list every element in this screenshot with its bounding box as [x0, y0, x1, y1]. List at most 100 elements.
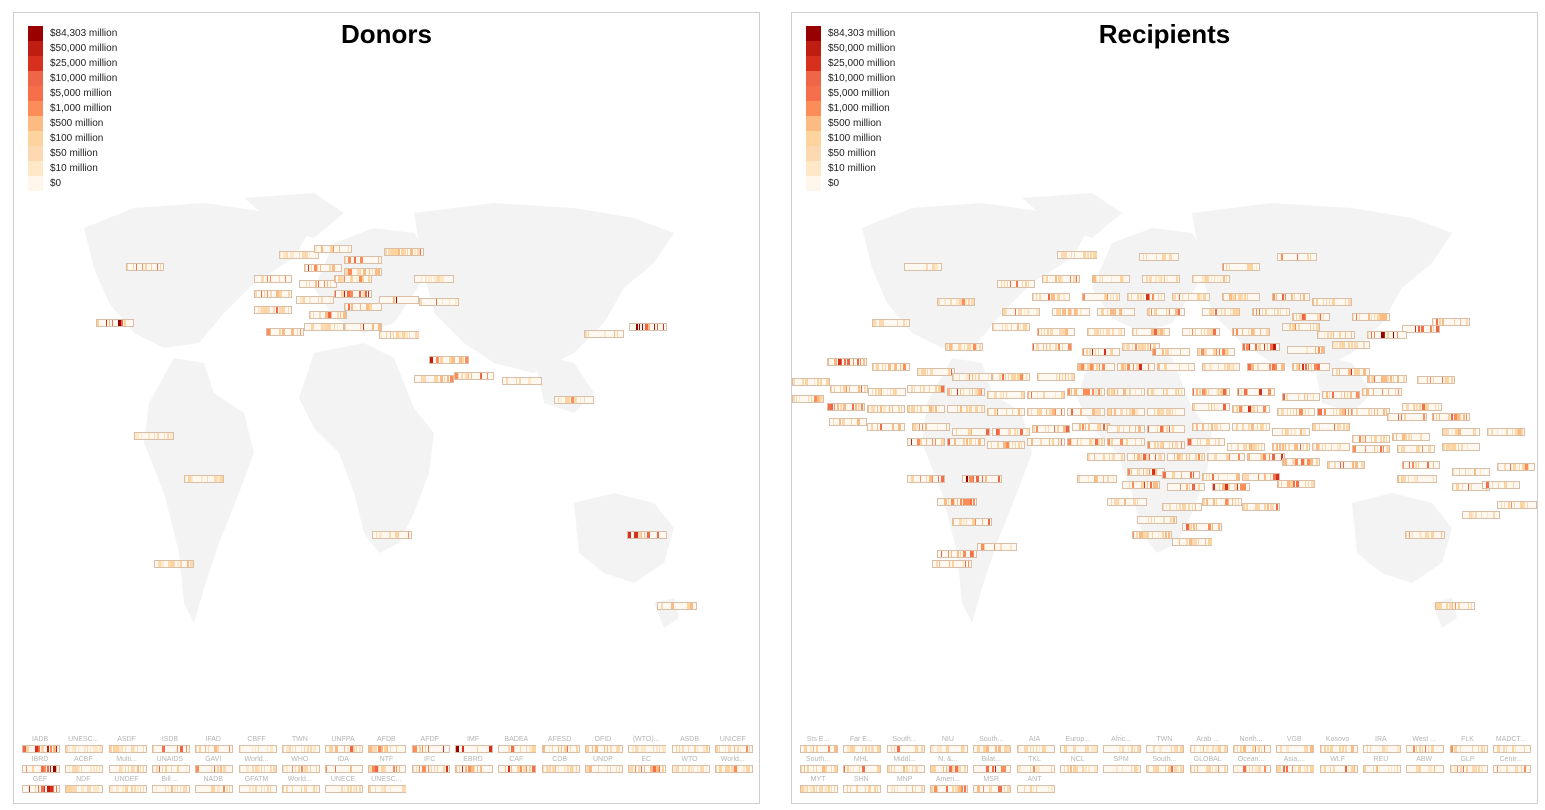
- country-timeline-tile[interactable]: [1402, 403, 1442, 411]
- country-timeline-tile[interactable]: [1417, 376, 1455, 384]
- country-timeline-tile[interactable]: [344, 323, 382, 331]
- country-timeline-tile[interactable]: [1312, 423, 1350, 431]
- country-timeline-tile[interactable]: [1442, 428, 1480, 436]
- country-timeline-tile[interactable]: [1147, 425, 1185, 433]
- country-timeline-tile[interactable]: [281, 785, 320, 793]
- country-timeline-tile[interactable]: [827, 358, 867, 366]
- country-timeline-tile[interactable]: [1092, 275, 1130, 283]
- country-timeline-tile[interactable]: [184, 475, 224, 483]
- country-timeline-tile[interactable]: [1406, 745, 1445, 753]
- country-timeline-tile[interactable]: [937, 550, 977, 558]
- country-timeline-tile[interactable]: [1167, 453, 1205, 461]
- country-timeline-tile[interactable]: [907, 385, 945, 393]
- country-timeline-tile[interactable]: [419, 298, 459, 306]
- country-timeline-tile[interactable]: [1497, 463, 1535, 471]
- country-timeline-tile[interactable]: [867, 423, 905, 431]
- country-timeline-tile[interactable]: [1016, 765, 1055, 773]
- country-timeline-tile[interactable]: [1032, 343, 1072, 351]
- country-timeline-tile[interactable]: [1332, 368, 1370, 376]
- country-timeline-tile[interactable]: [800, 745, 838, 753]
- country-timeline-tile[interactable]: [886, 745, 925, 753]
- country-timeline-tile[interactable]: [1107, 438, 1145, 446]
- country-timeline-tile[interactable]: [1397, 475, 1437, 483]
- country-timeline-tile[interactable]: [238, 785, 277, 793]
- country-timeline-tile[interactable]: [1122, 343, 1160, 351]
- country-timeline-tile[interactable]: [1032, 425, 1070, 433]
- country-timeline-tile[interactable]: [1162, 471, 1200, 479]
- country-timeline-tile[interactable]: [947, 405, 985, 413]
- country-timeline-tile[interactable]: [1352, 435, 1390, 443]
- country-timeline-tile[interactable]: [344, 303, 382, 311]
- country-timeline-tile[interactable]: [868, 388, 906, 396]
- country-timeline-tile[interactable]: [1272, 443, 1310, 451]
- country-timeline-tile[interactable]: [843, 745, 882, 753]
- country-timeline-tile[interactable]: [1387, 413, 1427, 421]
- country-timeline-tile[interactable]: [1322, 391, 1360, 399]
- country-timeline-tile[interactable]: [1292, 313, 1330, 321]
- country-timeline-tile[interactable]: [1352, 408, 1390, 416]
- country-timeline-tile[interactable]: [904, 263, 942, 271]
- country-timeline-tile[interactable]: [886, 785, 925, 793]
- country-timeline-tile[interactable]: [1319, 765, 1358, 773]
- country-timeline-tile[interactable]: [992, 373, 1030, 381]
- country-timeline-tile[interactable]: [1107, 408, 1145, 416]
- country-timeline-tile[interactable]: [1082, 348, 1120, 356]
- country-timeline-tile[interactable]: [1292, 363, 1330, 371]
- country-timeline-tile[interactable]: [134, 432, 174, 440]
- country-timeline-tile[interactable]: [1167, 483, 1205, 491]
- country-timeline-tile[interactable]: [1319, 745, 1358, 753]
- country-timeline-tile[interactable]: [827, 403, 865, 411]
- country-timeline-tile[interactable]: [1146, 745, 1185, 753]
- country-timeline-tile[interactable]: [947, 438, 985, 446]
- country-timeline-tile[interactable]: [22, 785, 60, 793]
- country-timeline-tile[interactable]: [325, 785, 364, 793]
- country-timeline-tile[interactable]: [22, 745, 60, 753]
- country-timeline-tile[interactable]: [1367, 331, 1407, 339]
- country-timeline-tile[interactable]: [1276, 745, 1315, 753]
- country-timeline-tile[interactable]: [1152, 348, 1190, 356]
- country-timeline-tile[interactable]: [414, 375, 454, 383]
- country-timeline-tile[interactable]: [1392, 433, 1430, 441]
- country-timeline-tile[interactable]: [379, 296, 419, 304]
- country-timeline-tile[interactable]: [872, 363, 910, 371]
- country-timeline-tile[interactable]: [1442, 443, 1480, 451]
- country-timeline-tile[interactable]: [1107, 425, 1145, 433]
- country-timeline-tile[interactable]: [792, 395, 824, 403]
- country-timeline-tile[interactable]: [384, 248, 424, 256]
- country-timeline-tile[interactable]: [1405, 531, 1445, 539]
- country-timeline-tile[interactable]: [325, 745, 364, 753]
- country-timeline-tile[interactable]: [1312, 443, 1350, 451]
- country-timeline-tile[interactable]: [414, 275, 454, 283]
- country-timeline-tile[interactable]: [344, 268, 382, 276]
- country-timeline-tile[interactable]: [907, 475, 945, 483]
- country-timeline-tile[interactable]: [1087, 453, 1125, 461]
- country-timeline-tile[interactable]: [429, 356, 469, 364]
- country-timeline-tile[interactable]: [1127, 468, 1165, 476]
- country-timeline-tile[interactable]: [238, 745, 277, 753]
- country-timeline-tile[interactable]: [1277, 253, 1317, 261]
- country-timeline-tile[interactable]: [455, 745, 493, 753]
- country-timeline-tile[interactable]: [1276, 765, 1315, 773]
- country-timeline-tile[interactable]: [947, 388, 985, 396]
- country-timeline-tile[interactable]: [304, 323, 344, 331]
- country-timeline-tile[interactable]: [1362, 765, 1401, 773]
- country-timeline-tile[interactable]: [1202, 308, 1240, 316]
- country-timeline-tile[interactable]: [1077, 475, 1117, 483]
- country-timeline-tile[interactable]: [1435, 602, 1475, 610]
- country-timeline-tile[interactable]: [937, 498, 977, 506]
- country-timeline-tile[interactable]: [1147, 388, 1185, 396]
- country-timeline-tile[interactable]: [1482, 481, 1520, 489]
- country-timeline-tile[interactable]: [1272, 428, 1310, 436]
- country-timeline-tile[interactable]: [455, 765, 493, 773]
- country-timeline-tile[interactable]: [541, 765, 580, 773]
- country-timeline-tile[interactable]: [714, 745, 753, 753]
- country-timeline-tile[interactable]: [929, 765, 968, 773]
- country-timeline-tile[interactable]: [1287, 346, 1325, 354]
- country-timeline-tile[interactable]: [1402, 461, 1440, 469]
- country-timeline-tile[interactable]: [126, 263, 164, 271]
- country-timeline-tile[interactable]: [1462, 511, 1500, 519]
- country-timeline-tile[interactable]: [1122, 481, 1160, 489]
- country-timeline-tile[interactable]: [962, 475, 1002, 483]
- country-timeline-tile[interactable]: [1432, 413, 1470, 421]
- country-timeline-tile[interactable]: [973, 745, 1012, 753]
